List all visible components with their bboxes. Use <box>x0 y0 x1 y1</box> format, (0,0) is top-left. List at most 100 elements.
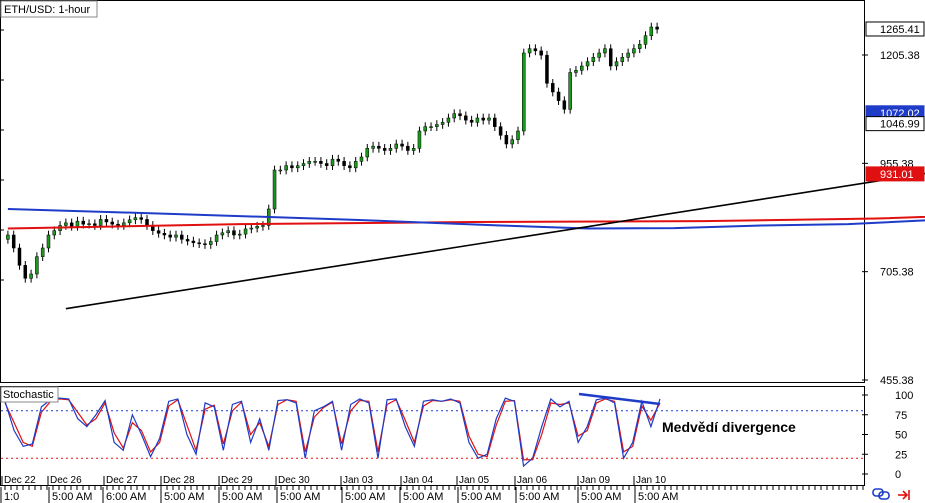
candle-body <box>23 265 28 279</box>
candle-body <box>353 161 358 169</box>
candle-body <box>423 126 427 132</box>
candle-body <box>336 158 341 162</box>
candle-body <box>342 161 346 166</box>
date-label: Dec 27 <box>106 475 138 486</box>
candle-body <box>533 48 538 52</box>
candle-body <box>614 61 619 67</box>
candle-body <box>446 117 451 123</box>
candle-body <box>464 115 468 121</box>
date-label: Jan 04 <box>403 475 433 486</box>
stoch-tick-label: 25 <box>895 449 907 461</box>
chart-title: ETH/USD: 1-hour <box>4 4 91 16</box>
date-label: Dec 22 <box>4 475 36 486</box>
candle-body <box>545 54 549 84</box>
stoch-divergence-line <box>578 392 661 406</box>
candle-body <box>377 145 381 149</box>
candle-body <box>475 117 480 123</box>
stoch-tick-label: 75 <box>895 410 907 422</box>
candle-body <box>46 234 51 249</box>
date-label: Dec 29 <box>221 475 253 486</box>
candle-body <box>504 135 509 145</box>
candle-body <box>162 233 167 236</box>
candle-body <box>307 161 312 164</box>
candle-body <box>185 239 190 242</box>
date-label: Jan 10 <box>636 475 666 486</box>
y-tick-label: 705.38 <box>880 267 914 279</box>
candle-body <box>261 225 265 227</box>
candle-body <box>411 148 416 151</box>
candle-body <box>568 72 572 110</box>
candle-body <box>52 230 57 236</box>
candle-body <box>272 169 277 210</box>
candle-body <box>324 163 329 166</box>
candle-body <box>319 161 323 164</box>
candle-body <box>243 228 248 235</box>
candle-body <box>81 220 86 225</box>
candle-body <box>608 48 613 67</box>
price-badge <box>865 21 925 37</box>
date-label: Dec 30 <box>278 475 310 486</box>
candle-body <box>93 223 97 226</box>
candle-body <box>226 230 230 234</box>
candle-body <box>249 227 254 230</box>
candle-body <box>75 220 80 227</box>
time-label: 5:00 AM <box>345 491 385 503</box>
candle-body <box>539 50 543 56</box>
candle-body <box>232 230 236 236</box>
annotation-text: Medvědí divergence <box>662 419 796 435</box>
candle-body <box>238 233 242 236</box>
candle-body <box>64 222 68 226</box>
candle-body <box>98 219 103 226</box>
candle-body <box>359 156 364 162</box>
candle-body <box>493 117 497 127</box>
candle-body <box>643 35 648 45</box>
stochastic-lines <box>4 392 661 468</box>
time-label: 5:00 AM <box>581 491 621 503</box>
stoch-panel-frame <box>0 386 865 486</box>
ma-red-line <box>7 215 925 230</box>
candle-body <box>452 113 456 119</box>
candle-body <box>637 44 642 49</box>
stoch-k-line <box>4 397 661 468</box>
candle-body <box>620 57 625 62</box>
candle-body <box>400 143 404 147</box>
time-label: 5:00 AM <box>461 491 501 503</box>
link-icon[interactable] <box>872 488 890 500</box>
candle-body <box>127 219 132 224</box>
candle-body <box>220 232 225 236</box>
candle-body <box>382 148 387 151</box>
candle-body <box>527 48 532 54</box>
date-label: Dec 28 <box>163 475 195 486</box>
date-label: Jan 09 <box>580 475 610 486</box>
price-badge <box>865 116 925 132</box>
ma-blue-line <box>7 207 925 230</box>
candle-body <box>301 163 306 166</box>
time-label: 5:00 AM <box>52 491 92 503</box>
candle-body <box>313 161 317 163</box>
candle-body <box>440 122 445 125</box>
time-label: 5:00 AM <box>519 491 559 503</box>
candle-body <box>487 117 491 121</box>
candle-body <box>632 48 636 54</box>
trendline-support <box>65 172 925 310</box>
candle-body <box>122 222 126 226</box>
candle-body <box>156 230 161 234</box>
candle-body <box>498 126 503 136</box>
indicator-lines <box>7 172 925 310</box>
candle-body <box>603 48 607 54</box>
candle-body <box>551 83 555 93</box>
candle-body <box>133 217 138 221</box>
candle-body <box>145 219 149 226</box>
candle-body <box>626 52 630 58</box>
time-label: 5:00 AM <box>164 491 204 503</box>
arrow-right-icon[interactable] <box>898 490 910 500</box>
candle-body <box>591 57 596 62</box>
date-label: Dec 26 <box>50 475 82 486</box>
stoch-tick-label: 0 <box>895 469 901 481</box>
candle-body <box>69 222 74 227</box>
candle-body <box>278 169 283 172</box>
candle-body <box>585 61 590 67</box>
candle-body <box>597 52 601 58</box>
candle-body <box>174 234 178 238</box>
